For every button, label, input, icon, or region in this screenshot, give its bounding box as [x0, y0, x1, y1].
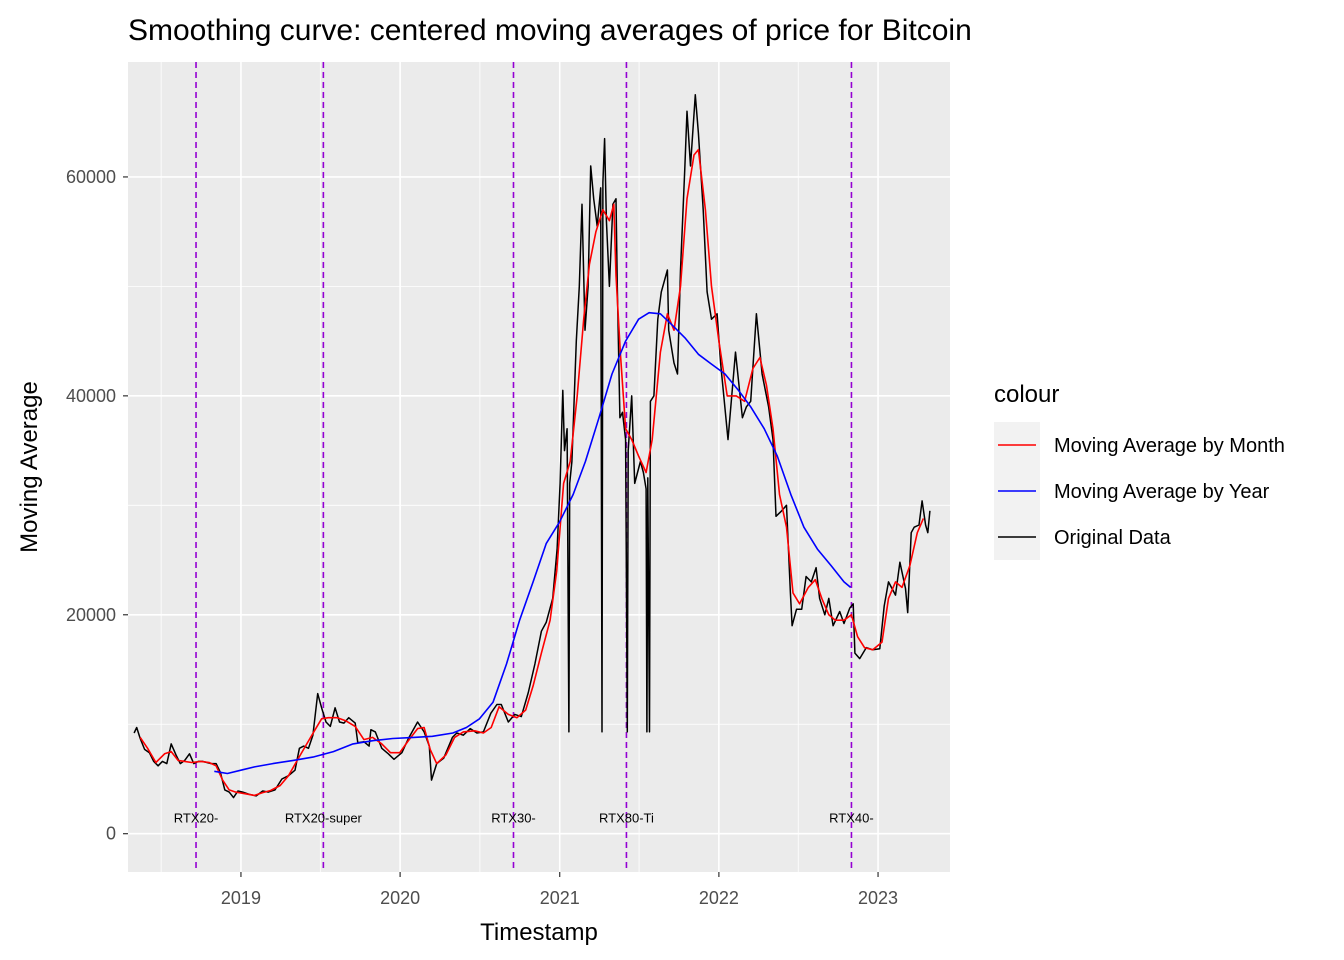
- x-tick-label: 2021: [540, 888, 580, 908]
- plot-panel: [128, 62, 950, 872]
- x-tick-label: 2019: [221, 888, 261, 908]
- y-tick-label: 60000: [66, 167, 116, 187]
- chart-title: Smoothing curve: centered moving average…: [128, 14, 972, 47]
- series-line: [139, 148, 925, 797]
- grid-lines: [128, 62, 950, 872]
- series-lines: [133, 94, 931, 799]
- x-axis-title: Timestamp: [480, 919, 598, 946]
- legend-label: Moving Average by Month: [1054, 435, 1285, 457]
- x-tick-label: 2020: [380, 888, 420, 908]
- y-tick-label: 20000: [66, 605, 116, 625]
- release-marker-label: RTX20-: [174, 810, 219, 825]
- x-axis: 2019 2020 2021 2022 2023: [221, 872, 898, 908]
- release-marker-label: RTX20-super: [285, 810, 363, 825]
- x-tick-label: 2022: [699, 888, 739, 908]
- legend-title: colour: [994, 381, 1059, 408]
- release-marker-label: RTX40-: [829, 810, 874, 825]
- y-axis-title: Moving Average: [16, 381, 43, 553]
- release-marker-label: RTX80-Ti: [599, 810, 654, 825]
- release-marker-label: RTX30-: [491, 810, 536, 825]
- legend-label: Moving Average by Year: [1054, 481, 1270, 503]
- release-labels: RTX20- RTX20-super RTX30- RTX80-Ti RTX40-: [174, 810, 874, 825]
- y-tick-label: 0: [106, 824, 116, 844]
- legend-label: Original Data: [1054, 527, 1172, 549]
- x-tick-label: 2023: [858, 888, 898, 908]
- y-axis: 0 20000 40000 60000: [66, 167, 128, 844]
- y-tick-label: 40000: [66, 386, 116, 406]
- series-line: [214, 311, 852, 775]
- legend: colour Moving Average by Month Moving Ave…: [994, 381, 1285, 560]
